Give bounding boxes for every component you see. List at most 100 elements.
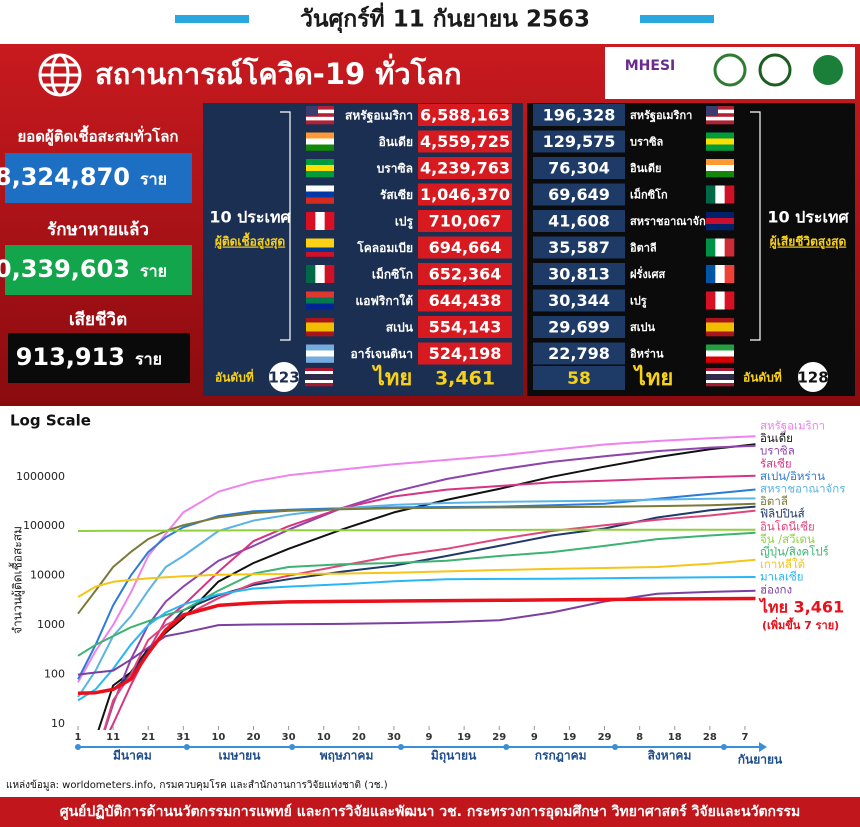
legend-label: ฟิลิปปินส์ xyxy=(760,507,805,521)
flag xyxy=(706,344,734,351)
country-name: สเปน xyxy=(386,321,414,335)
flag xyxy=(706,350,734,357)
thai-name: ไทย xyxy=(372,364,412,391)
death-count: 41,608 xyxy=(548,212,610,231)
x-tick-label: 29 xyxy=(492,732,506,743)
country-name: สหราชอาณาจักร xyxy=(630,215,712,228)
death-count: 35,587 xyxy=(548,238,610,257)
deaths-label: เสียชีวิต xyxy=(69,309,127,330)
y-tick-label: 100000 xyxy=(23,519,65,532)
unit: ราย xyxy=(140,170,167,189)
value-box xyxy=(418,104,512,126)
series-line xyxy=(77,528,756,532)
case-count: 4,239,763 xyxy=(420,159,510,178)
y-tick-label: 1000000 xyxy=(16,470,65,483)
flag xyxy=(724,265,735,283)
legend-label: อินเดีย xyxy=(760,431,793,445)
flag xyxy=(724,185,735,204)
flag xyxy=(306,291,334,298)
rank-circle xyxy=(798,362,828,392)
value-box xyxy=(418,236,512,259)
series-line xyxy=(77,558,756,598)
legend-label: ญี่ปุ่น/สิงคโปร์ xyxy=(760,544,829,559)
legend-label: ไทย 3,461 xyxy=(758,598,844,617)
country-name: สเปน xyxy=(630,321,655,334)
deaths-subheading: ผู้เสียชีวิตสูงสุด xyxy=(770,235,847,250)
flag xyxy=(715,238,725,257)
series-line xyxy=(77,502,756,615)
deaths-heading: 10 ประเทศ xyxy=(767,208,849,227)
y-tick-label: 10 xyxy=(51,717,65,730)
legend-label: บราซิล xyxy=(760,444,795,458)
total-box xyxy=(5,153,192,203)
footer-bar xyxy=(0,797,860,827)
deaths-value: 913,913 xyxy=(16,343,125,371)
flag xyxy=(306,327,334,332)
flag xyxy=(706,327,734,332)
flag xyxy=(306,356,334,363)
flag xyxy=(306,247,334,253)
month-dot xyxy=(75,744,81,750)
flag xyxy=(706,138,734,145)
thai-box xyxy=(533,366,625,390)
bracket xyxy=(280,111,291,341)
flag xyxy=(306,331,334,337)
flag xyxy=(306,344,334,351)
plot-area xyxy=(77,435,756,730)
flag xyxy=(306,297,334,304)
case-count: 652,364 xyxy=(429,265,502,284)
flag xyxy=(306,132,334,139)
case-count: 644,438 xyxy=(429,291,502,310)
x-tick-label: 21 xyxy=(141,732,155,743)
logo xyxy=(758,53,792,87)
flag xyxy=(306,171,334,178)
flag xyxy=(306,106,318,116)
y-axis-label: จำนวนผู้ติดเชื้อสะสม xyxy=(9,526,26,634)
total-value: 28,324,870 xyxy=(0,163,130,191)
flag xyxy=(306,113,334,118)
x-tick-label: 31 xyxy=(176,732,190,743)
month-arrow xyxy=(759,742,767,752)
country-name: อินเดีย xyxy=(630,162,662,175)
banner-title: สถานการณ์โควิด-19 ทั่วโลก xyxy=(95,53,462,91)
x-tick-label: 11 xyxy=(106,732,120,743)
flag xyxy=(305,374,333,378)
value-box xyxy=(533,210,625,232)
bracket xyxy=(750,111,761,341)
flag xyxy=(706,185,716,204)
chart-title: Log Scale xyxy=(10,412,91,430)
series-line xyxy=(77,497,756,698)
flag xyxy=(324,212,335,230)
thai-rank-label: อันดับที่ xyxy=(743,369,782,385)
flag xyxy=(306,144,334,151)
value-box xyxy=(533,342,625,365)
country-name: เปรู xyxy=(630,295,647,309)
country-name: บราซิล xyxy=(630,136,664,149)
value-box xyxy=(533,289,625,312)
value-box xyxy=(418,342,512,365)
rank-circle xyxy=(269,362,299,392)
legend-label: จีน /สวีเดน xyxy=(760,532,815,546)
month-label: พฤษภาคม xyxy=(320,749,374,763)
country-name: อินเดีย xyxy=(379,135,413,149)
value-box xyxy=(418,289,512,312)
country-name: เม็กซิโก xyxy=(372,267,413,282)
flag xyxy=(306,197,334,204)
legend-label: ฮ่องกง xyxy=(760,582,792,596)
flag xyxy=(306,185,334,192)
month-label: สิงหาคม xyxy=(648,749,692,763)
month-label: เมษายน xyxy=(219,749,262,763)
country-name: เม็กซิโก xyxy=(630,188,668,202)
month-dot xyxy=(720,744,727,750)
x-tick-label: 18 xyxy=(668,732,682,743)
y-tick-label: 100 xyxy=(44,668,65,681)
flag xyxy=(306,318,334,323)
value-box xyxy=(418,316,512,338)
flag xyxy=(306,116,334,121)
month-dot xyxy=(183,744,190,750)
country-name: อาร์เจนตินา xyxy=(351,347,413,361)
flag xyxy=(306,191,334,198)
flag xyxy=(706,380,734,384)
source: แหล่งข้อมูล: worldometers.info, กรมควบคุ… xyxy=(6,778,388,791)
unit: ราย xyxy=(135,350,162,369)
